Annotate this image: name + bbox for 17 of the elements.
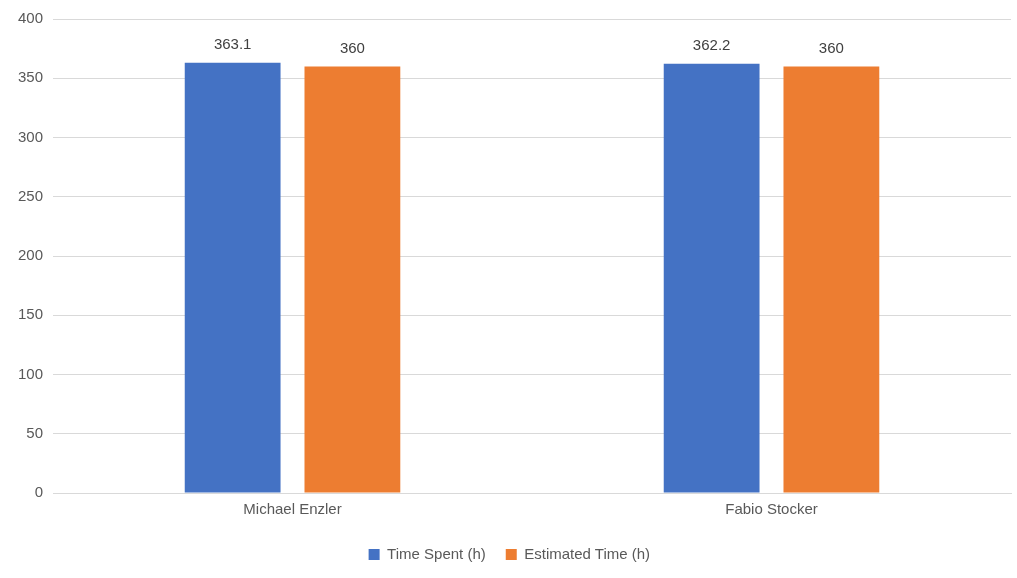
y-tick-label: 50 [26, 423, 44, 441]
x-tick-label: Fabio Stocker [725, 500, 818, 518]
y-tick-label: 150 [18, 305, 44, 323]
y-tick-label: 250 [18, 186, 44, 204]
data-label: 363.1 [213, 35, 252, 53]
x-tick-label: Michael Enzler [243, 500, 342, 518]
y-tick-label: 0 [34, 483, 44, 501]
y-tick-label: 350 [18, 68, 44, 86]
legend-label: Estimated Time (h) [524, 544, 651, 562]
data-label: 360 [818, 39, 844, 57]
y-tick-label: 300 [18, 127, 44, 145]
data-label: 362.2 [692, 36, 731, 54]
y-tick-label: 400 [18, 9, 44, 27]
y-tick-label: 100 [18, 364, 44, 382]
y-tick-label: 200 [18, 246, 44, 264]
data-label: 360 [339, 39, 365, 57]
legend-label: Time Spent (h) [387, 544, 486, 562]
